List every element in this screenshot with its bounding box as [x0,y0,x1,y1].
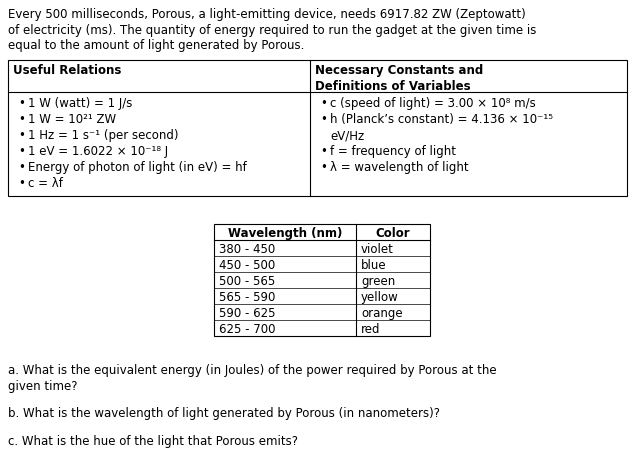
Text: 1 eV = 1.6022 × 10⁻¹⁸ J: 1 eV = 1.6022 × 10⁻¹⁸ J [28,145,168,158]
Bar [214,224,430,336]
Text: •: • [320,113,327,126]
Text: b. What is the wavelength of light generated by Porous (in nanometers)?: b. What is the wavelength of light gener… [8,407,440,420]
Text: 1 Hz = 1 s⁻¹ (per second): 1 Hz = 1 s⁻¹ (per second) [28,129,178,142]
Text: λ = wavelength of light: λ = wavelength of light [330,161,469,174]
Text: •: • [18,177,25,190]
Text: 500 - 565: 500 - 565 [219,275,275,288]
Text: equal to the amount of light generated by Porous.: equal to the amount of light generated b… [8,39,304,52]
Text: 450 - 500: 450 - 500 [219,259,275,272]
Text: 625 - 700: 625 - 700 [219,323,276,336]
Text: eV/Hz: eV/Hz [330,129,364,142]
Text: c = λf: c = λf [28,177,63,190]
Text: green: green [361,275,395,288]
Text: •: • [18,161,25,174]
Text: Necessary Constants and: Necessary Constants and [315,64,483,77]
Text: Useful Relations: Useful Relations [13,64,121,77]
Text: 1 W = 10²¹ ZW: 1 W = 10²¹ ZW [28,113,116,126]
Text: blue: blue [361,259,387,272]
Text: Wavelength (nm): Wavelength (nm) [228,227,342,240]
Text: f = frequency of light: f = frequency of light [330,145,456,158]
Text: •: • [18,113,25,126]
Text: •: • [18,97,25,110]
Text: 590 - 625: 590 - 625 [219,307,276,320]
Text: Energy of photon of light (in eV) = hf: Energy of photon of light (in eV) = hf [28,161,247,174]
Text: •: • [320,161,327,174]
Text: given time?: given time? [8,379,77,393]
Text: •: • [18,145,25,158]
Text: Color: Color [376,227,410,240]
Text: violet: violet [361,243,394,256]
Text: red: red [361,323,380,336]
Text: c (speed of light) = 3.00 × 10⁸ m/s: c (speed of light) = 3.00 × 10⁸ m/s [330,97,536,110]
Text: yellow: yellow [361,291,399,304]
Text: 1 W (watt) = 1 J/s: 1 W (watt) = 1 J/s [28,97,132,110]
Text: a. What is the equivalent energy (in Joules) of the power required by Porous at : a. What is the equivalent energy (in Jou… [8,364,497,377]
Bar [8,60,627,196]
Text: h (Planck’s constant) = 4.136 × 10⁻¹⁵: h (Planck’s constant) = 4.136 × 10⁻¹⁵ [330,113,553,126]
Text: of electricity (ms). The quantity of energy required to run the gadget at the gi: of electricity (ms). The quantity of ene… [8,23,537,37]
Text: •: • [18,129,25,142]
Text: Every 500 milliseconds, Porous, a light-emitting device, needs 6917.82 ZW (Zepto: Every 500 milliseconds, Porous, a light-… [8,8,526,21]
Text: •: • [320,145,327,158]
Text: Definitions of Variables: Definitions of Variables [315,80,471,92]
Text: orange: orange [361,307,403,320]
Text: 380 - 450: 380 - 450 [219,243,275,256]
Text: c. What is the hue of the light that Porous emits?: c. What is the hue of the light that Por… [8,434,298,447]
Text: 565 - 590: 565 - 590 [219,291,276,304]
Text: •: • [320,97,327,110]
